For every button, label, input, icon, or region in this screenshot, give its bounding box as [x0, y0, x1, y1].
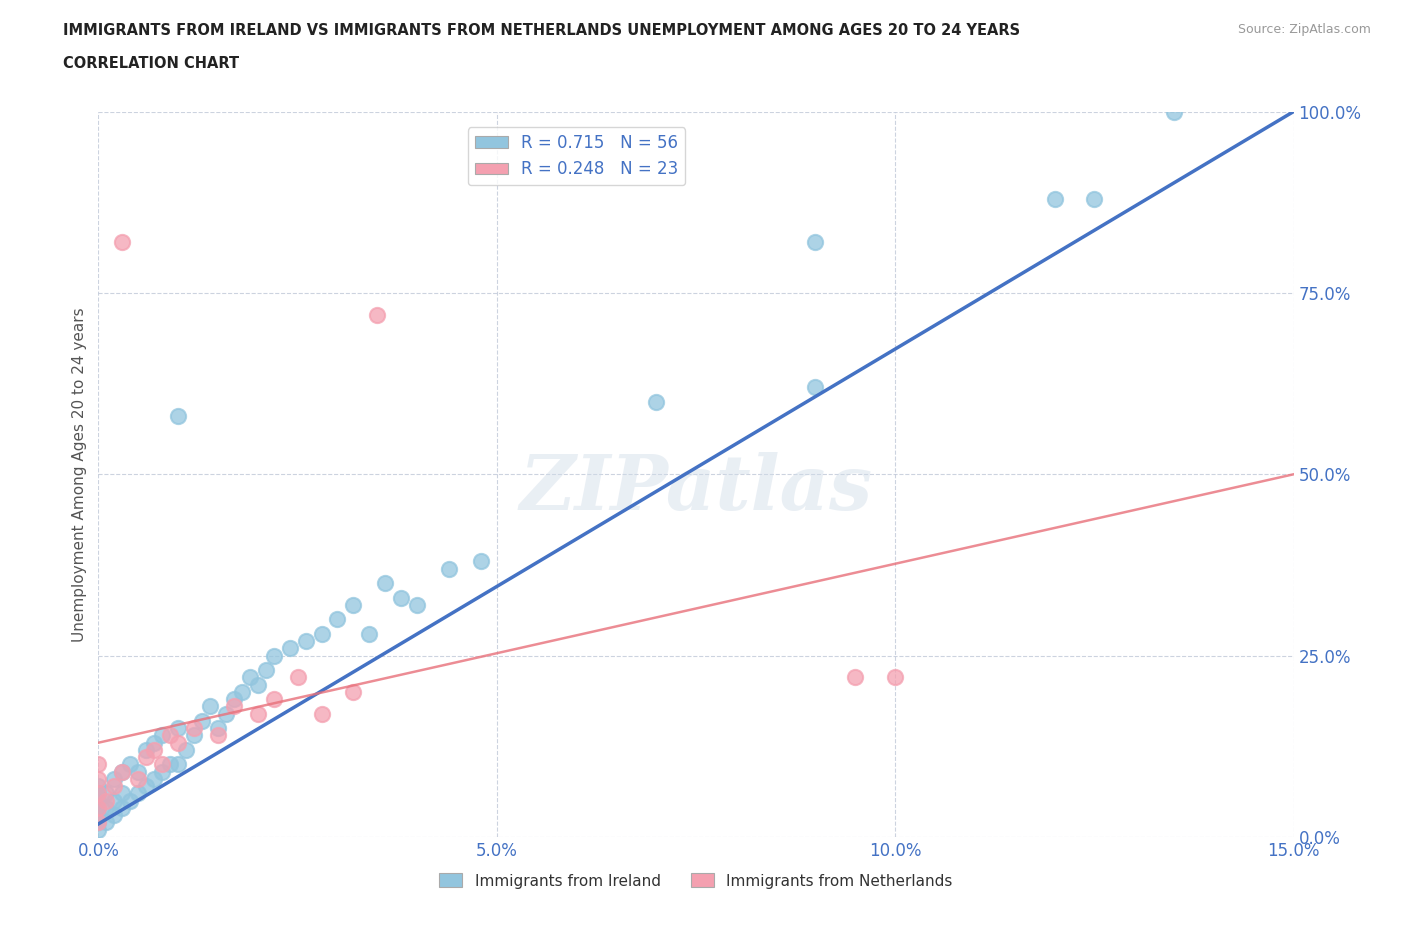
Point [294, 633, 316, 648]
Point [183, 728, 205, 743]
Point [127, 764, 149, 779]
Point [87, 772, 110, 787]
Text: Source: ZipAtlas.com: Source: ZipAtlas.com [1237, 23, 1371, 36]
Point [120, 757, 142, 772]
Point [87, 786, 110, 801]
Point [143, 772, 166, 787]
Point [143, 742, 166, 757]
Point [207, 728, 229, 743]
Point [1083, 192, 1105, 206]
Point [96, 815, 118, 830]
Point [884, 670, 907, 684]
Point [246, 677, 269, 692]
Point [326, 612, 349, 627]
Point [470, 554, 492, 569]
Point [111, 764, 134, 779]
Point [96, 786, 118, 801]
Point [342, 597, 364, 612]
Point [103, 772, 125, 787]
Point [87, 815, 110, 830]
Point [87, 801, 110, 816]
Point [406, 597, 429, 612]
Point [311, 627, 333, 642]
Point [103, 778, 125, 793]
Point [87, 793, 110, 808]
Point [174, 742, 197, 757]
Point [103, 793, 125, 808]
Point [359, 627, 381, 642]
Point [215, 706, 238, 721]
Point [167, 721, 190, 736]
Point [87, 801, 110, 816]
Point [111, 234, 134, 249]
Point [183, 721, 205, 736]
Point [103, 808, 125, 823]
Point [366, 307, 388, 322]
Point [135, 742, 157, 757]
Point [844, 670, 866, 684]
Point [389, 591, 412, 605]
Point [150, 728, 173, 743]
Point [437, 561, 460, 576]
Point [135, 750, 157, 764]
Point [374, 576, 396, 591]
Point [287, 670, 309, 684]
Point [87, 815, 110, 830]
Point [191, 713, 214, 728]
Point [167, 409, 190, 424]
Point [96, 801, 118, 816]
Point [120, 793, 142, 808]
Point [87, 822, 110, 837]
Point [804, 234, 827, 249]
Point [1043, 192, 1066, 206]
Point [96, 793, 118, 808]
Text: IMMIGRANTS FROM IRELAND VS IMMIGRANTS FROM NETHERLANDS UNEMPLOYMENT AMONG AGES 2: IMMIGRANTS FROM IRELAND VS IMMIGRANTS FR… [63, 23, 1021, 38]
Point [143, 736, 166, 751]
Point [127, 786, 149, 801]
Point [87, 757, 110, 772]
Point [645, 394, 668, 409]
Point [311, 706, 333, 721]
Point [111, 801, 134, 816]
Point [111, 786, 134, 801]
Point [127, 772, 149, 787]
Point [87, 786, 110, 801]
Point [87, 778, 110, 793]
Point [246, 706, 269, 721]
Point [167, 757, 190, 772]
Point [804, 379, 827, 394]
Point [167, 736, 190, 751]
Text: ZIPatlas: ZIPatlas [519, 452, 873, 525]
Legend: Immigrants from Ireland, Immigrants from Netherlands: Immigrants from Ireland, Immigrants from… [433, 868, 959, 895]
Point [87, 808, 110, 823]
Point [150, 757, 173, 772]
Text: CORRELATION CHART: CORRELATION CHART [63, 56, 239, 71]
Point [198, 699, 221, 714]
Point [135, 778, 157, 793]
Point [278, 641, 301, 656]
Y-axis label: Unemployment Among Ages 20 to 24 years: Unemployment Among Ages 20 to 24 years [72, 307, 87, 642]
Point [222, 699, 245, 714]
Point [159, 728, 181, 743]
Point [150, 764, 173, 779]
Point [111, 764, 134, 779]
Point [1163, 104, 1185, 119]
Point [263, 692, 285, 707]
Point [231, 684, 253, 699]
Point [239, 670, 262, 684]
Point [159, 757, 181, 772]
Point [254, 663, 277, 678]
Point [222, 692, 245, 707]
Point [342, 684, 364, 699]
Point [207, 721, 229, 736]
Point [263, 648, 285, 663]
